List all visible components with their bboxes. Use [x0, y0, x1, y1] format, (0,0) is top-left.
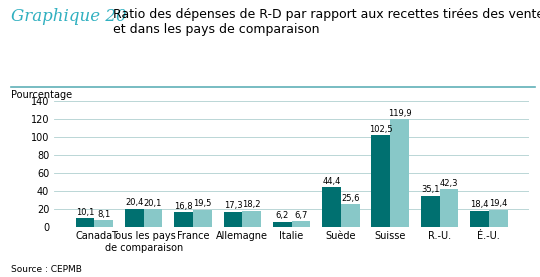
Text: Graphique 20: Graphique 20	[11, 8, 126, 25]
Text: 42,3: 42,3	[440, 179, 458, 188]
Text: Pourcentage: Pourcentage	[11, 90, 72, 100]
Text: 6,2: 6,2	[275, 211, 289, 220]
Bar	[341, 204, 360, 227]
Text: 20,1: 20,1	[144, 199, 162, 208]
Text: 8,1: 8,1	[97, 209, 110, 219]
Text: 10,1: 10,1	[76, 208, 94, 217]
Bar	[322, 187, 341, 227]
Bar	[390, 119, 409, 227]
Bar	[94, 220, 113, 227]
Text: 17,3: 17,3	[224, 201, 242, 210]
Bar	[273, 222, 292, 227]
Text: 25,6: 25,6	[341, 194, 360, 203]
Bar	[224, 212, 242, 227]
Bar	[372, 135, 390, 227]
Text: 44,4: 44,4	[322, 177, 341, 186]
Bar	[193, 210, 212, 227]
Bar	[421, 196, 440, 227]
Text: 20,4: 20,4	[125, 199, 144, 207]
Text: 119,9: 119,9	[388, 109, 411, 118]
Bar	[144, 209, 163, 227]
Text: 19,4: 19,4	[489, 199, 508, 208]
Bar	[125, 209, 144, 227]
Bar	[76, 218, 94, 227]
Text: 18,4: 18,4	[470, 200, 489, 209]
Text: 18,2: 18,2	[242, 201, 261, 209]
Bar	[470, 211, 489, 227]
Text: 35,1: 35,1	[421, 185, 440, 194]
Text: Ratio des dépenses de R-D par rapport aux recettes tirées des ventes, au Canada
: Ratio des dépenses de R-D par rapport au…	[113, 8, 540, 36]
Bar	[440, 189, 458, 227]
Bar	[489, 210, 508, 227]
Text: 16,8: 16,8	[174, 202, 193, 211]
Text: 6,7: 6,7	[294, 211, 308, 220]
Text: 19,5: 19,5	[193, 199, 212, 208]
Bar	[242, 211, 261, 227]
Bar	[292, 221, 310, 227]
Bar	[174, 212, 193, 227]
Text: 102,5: 102,5	[369, 125, 393, 134]
Text: Source : CEPMB: Source : CEPMB	[11, 265, 82, 274]
